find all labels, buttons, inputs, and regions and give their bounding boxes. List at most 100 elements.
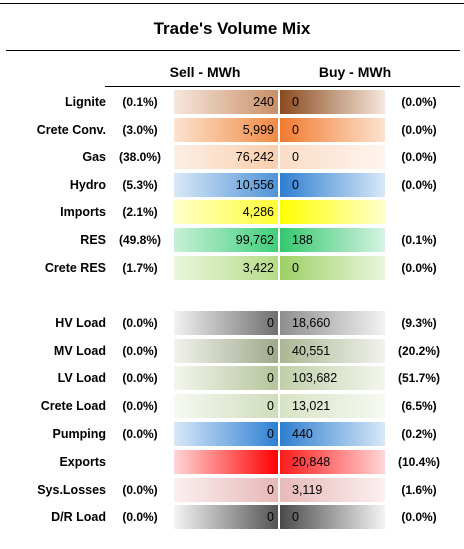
sell-value-bar: 0	[174, 311, 278, 335]
table-row: Crete RES (1.7%) 3,422 0 (0.0%)	[0, 254, 464, 282]
buy-value-bar: 0	[280, 90, 385, 114]
sell-share: (0.1%)	[122, 95, 158, 109]
buy-column-header: Buy - MWh	[318, 64, 392, 80]
row-label: Imports	[60, 205, 106, 219]
buy-value: 0	[292, 178, 299, 192]
sell-value-bar: 0	[174, 366, 278, 390]
sell-value: 0	[267, 399, 274, 413]
buy-value-bar: 20,848	[280, 450, 385, 474]
buy-value: 0	[292, 95, 299, 109]
sell-value: 0	[267, 427, 274, 441]
sell-share: (3.0%)	[122, 123, 158, 137]
sell-share: (0.0%)	[122, 399, 158, 413]
sell-value-bar: 0	[174, 422, 278, 446]
table-row: Hydro (5.3%) 10,556 0 (0.0%)	[0, 171, 464, 199]
buy-share: (0.0%)	[401, 95, 437, 109]
table-row: Exports 20,848 (10.4%)	[0, 448, 464, 476]
sell-value: 0	[267, 371, 274, 385]
sell-value: 0	[267, 344, 274, 358]
table-row: Pumping (0.0%) 0 440 (0.2%)	[0, 420, 464, 448]
sell-value-bar: 10,556	[174, 173, 278, 197]
buy-share: (10.4%)	[397, 455, 441, 469]
sell-value-bar: 0	[174, 394, 278, 418]
row-label: Lignite	[65, 95, 106, 109]
sell-share: (5.3%)	[122, 178, 158, 192]
row-label: MV Load	[53, 344, 106, 358]
sell-value: 0	[267, 483, 274, 497]
sell-value: 10,556	[235, 178, 274, 192]
row-label: Sys.Losses	[37, 483, 106, 497]
buy-share: (0.1%)	[401, 233, 437, 247]
sell-value: 99,762	[235, 233, 274, 247]
sell-value-bar: 76,242	[174, 145, 278, 169]
buy-value-bar: 40,551	[280, 339, 385, 363]
buy-value: 3,119	[292, 483, 323, 497]
sell-value: 0	[267, 316, 274, 330]
sell-share: (1.7%)	[122, 261, 158, 275]
sell-share: (0.0%)	[122, 316, 158, 330]
buy-value-bar: 188	[280, 228, 385, 252]
row-label: Exports	[59, 455, 106, 469]
buy-share: (0.0%)	[401, 510, 437, 524]
table-row: LV Load (0.0%) 0 103,682 (51.7%)	[0, 364, 464, 392]
table-row: Crete Load (0.0%) 0 13,021 (6.5%)	[0, 392, 464, 420]
sell-value: 0	[267, 510, 274, 524]
buy-share: (51.7%)	[397, 371, 441, 385]
buy-value-bar: 0	[280, 256, 385, 280]
sell-value-bar: 0	[174, 478, 278, 502]
sell-share: (0.0%)	[122, 427, 158, 441]
buy-value: 0	[292, 150, 299, 164]
buy-value-bar: 0	[280, 505, 385, 529]
buy-value: 40,551	[292, 344, 331, 358]
sell-share: (0.0%)	[122, 371, 158, 385]
row-label: Hydro	[69, 178, 106, 192]
table-row: MV Load (0.0%) 0 40,551 (20.2%)	[0, 337, 464, 365]
sell-share	[109, 448, 171, 476]
column-divider	[279, 90, 280, 542]
sell-share: (0.0%)	[122, 483, 158, 497]
row-label: Crete RES	[44, 261, 106, 275]
row-label: Gas	[82, 150, 106, 164]
sell-share: (0.0%)	[122, 510, 158, 524]
sell-value	[274, 455, 278, 469]
sell-share: (38.0%)	[118, 150, 162, 164]
buy-share	[386, 198, 452, 226]
table-row: Gas (38.0%) 76,242 0 (0.0%)	[0, 143, 464, 171]
sell-share: (0.0%)	[122, 344, 158, 358]
sell-share: (49.8%)	[118, 233, 162, 247]
table-row: Imports (2.1%) 4,286	[0, 198, 464, 226]
buy-value: 18,660	[292, 316, 331, 330]
row-label: Pumping	[52, 427, 106, 441]
buy-value: 440	[292, 427, 313, 441]
sell-share: (2.1%)	[122, 205, 158, 219]
buy-value-bar: 103,682	[280, 366, 385, 390]
row-label: HV Load	[55, 316, 106, 330]
buy-value-bar: 3,119	[280, 478, 385, 502]
sell-value: 5,999	[242, 123, 274, 137]
buy-share: (0.0%)	[401, 150, 437, 164]
buy-value-bar: 13,021	[280, 394, 385, 418]
table-row: HV Load (0.0%) 0 18,660 (9.3%)	[0, 309, 464, 337]
buy-value-bar: 18,660	[280, 311, 385, 335]
sell-column-header: Sell - MWh	[169, 64, 241, 80]
buy-share: (0.0%)	[401, 123, 437, 137]
buy-value: 13,021	[292, 399, 331, 413]
sell-value: 240	[253, 95, 274, 109]
top-rule	[0, 3, 464, 4]
table-row: Lignite (0.1%) 240 0 (0.0%)	[0, 88, 464, 116]
sell-value-bar: 240	[174, 90, 278, 114]
sell-value-bar: 5,999	[174, 118, 278, 142]
sell-value-bar: 4,286	[174, 200, 278, 224]
row-label: RES	[80, 233, 106, 247]
sell-value-bar: 0	[174, 339, 278, 363]
buy-value: 188	[292, 233, 313, 247]
buy-value: 0	[292, 123, 299, 137]
title-rule	[6, 50, 460, 51]
buy-value-bar: 0	[280, 145, 385, 169]
buy-share: (0.2%)	[401, 427, 437, 441]
sell-value: 3,422	[242, 261, 274, 275]
sell-value-bar: 3,422	[174, 256, 278, 280]
row-label: Crete Load	[40, 399, 106, 413]
table-row: RES (49.8%) 99,762 188 (0.1%)	[0, 226, 464, 254]
page-title: Trade's Volume Mix	[153, 19, 311, 38]
